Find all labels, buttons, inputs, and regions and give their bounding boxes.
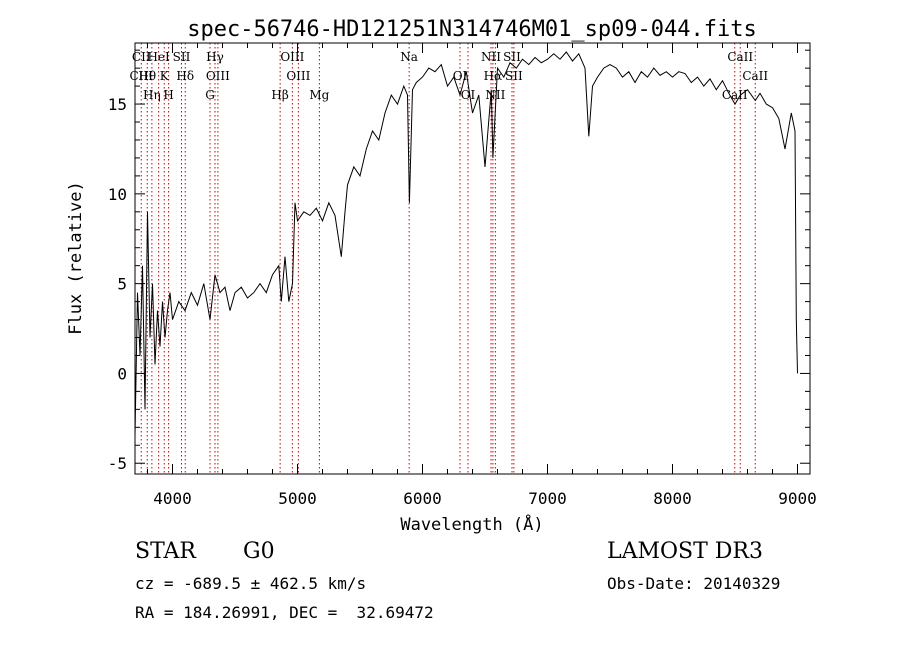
spectral-line-label: K	[160, 69, 170, 83]
y-tick-label: 0	[117, 364, 127, 383]
spectral-line-label: Hθ	[138, 69, 156, 83]
chart-title: spec-56746-HD121251N314746M01_sp09-044.f…	[187, 17, 757, 42]
spectral-line-label: OIII	[286, 69, 310, 83]
spectral-line-label: CaII	[727, 50, 753, 64]
spectrum-line	[134, 51, 798, 437]
survey-name: LAMOST DR3	[607, 539, 763, 564]
x-tick-label: 9000	[778, 489, 817, 508]
spectral-line-label: Hβ	[271, 88, 288, 102]
spectral-line-label: OI	[461, 88, 476, 102]
spectral-line-label: OIII	[206, 69, 230, 83]
spectral-line-label: HeI	[147, 50, 170, 64]
spectral-line-label: G	[205, 88, 215, 102]
spectral-line-markers	[140, 43, 756, 474]
redshift-velocity: cz = -689.5 ± 462.5 km/s	[135, 574, 367, 593]
spectral-line-label: H	[163, 88, 173, 102]
spectral-line-label: CaII	[742, 69, 768, 83]
spectral-line-label: Mg	[309, 88, 329, 102]
spectral-line-label: Hη	[143, 88, 161, 102]
object-subclass: G0	[243, 539, 275, 564]
y-tick-label: -5	[108, 454, 127, 473]
spectral-line-label: CII	[132, 50, 151, 64]
x-tick-label: 7000	[528, 489, 567, 508]
sky-coordinates: RA = 184.26991, DEC = 32.69472	[135, 603, 434, 622]
object-class: STAR	[135, 539, 196, 564]
y-axis-label: Flux (relative)	[66, 181, 86, 335]
y-tick-label: 10	[108, 185, 127, 204]
spectral-line-label: SII	[173, 50, 191, 64]
plot-frame	[134, 42, 811, 475]
spectral-line-label: OI	[453, 69, 468, 83]
x-tick-label: 4000	[153, 489, 192, 508]
x-tick-label: 5000	[278, 489, 317, 508]
spectral-line-label: Hγ	[206, 50, 224, 64]
spectral-line-label: SII	[503, 50, 521, 64]
x-tick-label: 6000	[403, 489, 442, 508]
y-tick-label: 15	[108, 95, 127, 114]
spectral-line-label: CIII	[130, 69, 154, 83]
spectral-line-label: NII	[485, 88, 505, 102]
spectral-line-label: Hδ	[176, 69, 194, 83]
spectral-line-label: CaII	[722, 88, 748, 102]
axis-ticks: 4000 5000 6000 7000 8000 9000 -5 0 5 10 15	[108, 43, 817, 508]
spectral-line-label: Hα	[484, 69, 503, 83]
x-tick-label: 8000	[653, 489, 692, 508]
x-axis-label: Wavelength (Å)	[400, 513, 543, 535]
spectral-line-label: SII	[505, 69, 523, 83]
y-tick-label: 5	[117, 275, 127, 294]
observation-date: Obs-Date: 20140329	[607, 574, 781, 593]
spectrum-series	[134, 51, 798, 437]
spectral-line-label: NII	[481, 50, 501, 64]
spectral-line-label: OIII	[280, 50, 304, 64]
spectral-line-label: Na	[400, 50, 418, 64]
